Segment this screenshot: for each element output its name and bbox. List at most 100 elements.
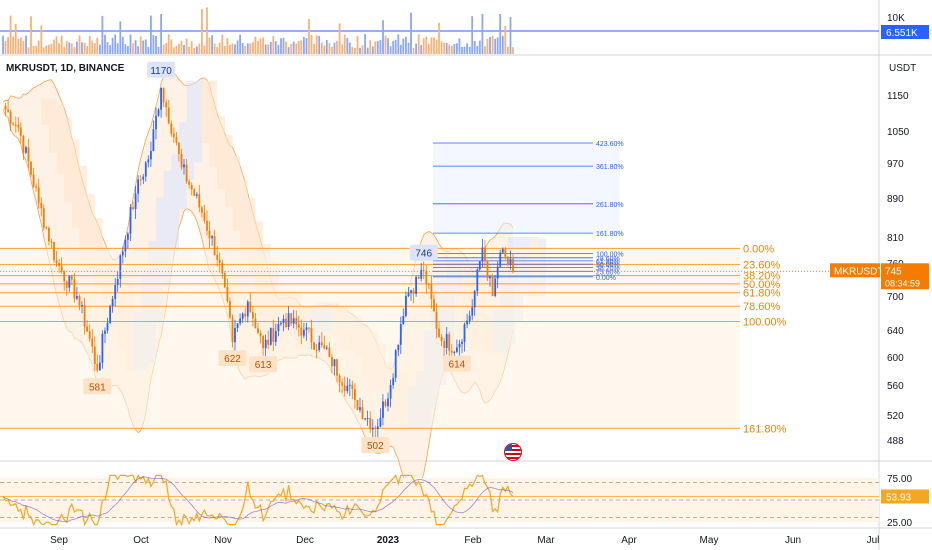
volume-bar	[491, 35, 494, 54]
candle-body	[389, 385, 392, 399]
candle-body	[323, 345, 326, 349]
candle-body	[422, 269, 425, 271]
candle-body	[221, 263, 224, 274]
volume-bar	[70, 43, 73, 54]
volume-bar	[229, 44, 231, 54]
candle-body	[277, 323, 280, 332]
candle-body	[430, 284, 433, 299]
candle-body	[468, 315, 471, 321]
candle-body	[124, 239, 127, 252]
cloud-block	[201, 80, 210, 143]
candle-body	[382, 401, 384, 418]
candle-body	[489, 276, 491, 279]
volume-bar	[32, 45, 35, 54]
cloud-block	[48, 98, 57, 153]
volume-bar	[397, 34, 400, 54]
candle-body	[348, 384, 351, 386]
candle-body	[172, 133, 175, 138]
volume-bar	[348, 42, 351, 54]
candle-body	[384, 401, 387, 407]
candle-body	[341, 382, 344, 386]
fib-extension-label: 161.80%	[596, 231, 624, 238]
volume-bar	[361, 45, 364, 54]
candle-body	[435, 311, 438, 329]
volume-bar	[486, 38, 489, 54]
volume-bar	[157, 46, 160, 54]
volume-bar	[17, 38, 20, 54]
volume-bar	[231, 43, 234, 54]
volume-bar	[392, 40, 395, 54]
candle-body	[223, 273, 226, 288]
annotation-label: 614	[449, 360, 466, 371]
volume-bar	[412, 48, 415, 54]
candle-body	[379, 417, 382, 427]
candle-body	[137, 179, 139, 194]
volume-bar	[448, 44, 451, 54]
volume-bar	[463, 46, 466, 54]
time-tick-label: Oct	[133, 535, 149, 546]
candle-body	[139, 179, 142, 181]
fibonacci-levels[interactable]: 0.00%23.60%38.20%50.00%61.80%78.60%100.0…	[0, 141, 787, 435]
candle-body	[246, 301, 249, 317]
volume-bar	[254, 36, 257, 54]
fib-extension-label: 361.80%	[596, 164, 624, 171]
volume-bar	[150, 15, 152, 55]
candle-body	[412, 290, 415, 294]
cloud-block	[209, 80, 218, 168]
volume-bar	[438, 22, 440, 54]
candle-body	[188, 181, 190, 185]
volume-bar	[305, 38, 308, 54]
candle-body	[440, 336, 443, 341]
candle-body	[99, 362, 101, 371]
price-tick-label: 1050	[887, 127, 910, 138]
volume-bar	[124, 44, 127, 54]
fib-extension-label: 0.00%	[596, 275, 616, 282]
candle-body	[410, 290, 412, 293]
candle-body	[68, 275, 71, 288]
volume-bar	[478, 40, 481, 54]
volume-bar	[40, 25, 43, 54]
volume-bar	[417, 34, 420, 54]
volume-bar	[165, 43, 168, 54]
us-flag-icon[interactable]	[504, 443, 522, 461]
volume-bar	[53, 39, 55, 54]
price-tick-label: 700	[887, 292, 904, 303]
candle-body	[109, 306, 111, 323]
volume-bar	[244, 46, 247, 54]
candle-body	[7, 109, 9, 112]
candle-body	[180, 153, 183, 168]
price-tick-label: 970	[887, 159, 904, 170]
volume-bar	[137, 46, 139, 54]
candle-body	[402, 316, 405, 325]
fib-level-label: 161.80%	[743, 423, 787, 435]
candle-body	[116, 279, 119, 285]
candle-body	[63, 271, 66, 282]
volume-bar	[389, 46, 392, 54]
volume-bar	[407, 42, 410, 54]
volume-bar	[277, 44, 280, 54]
volume-bar	[76, 41, 78, 54]
candle-body	[170, 123, 173, 134]
volume-bar	[104, 34, 106, 54]
candle-body	[183, 164, 185, 168]
candle-body	[178, 142, 180, 154]
annotation-box	[249, 356, 278, 373]
rsi-ma-line	[2, 476, 514, 523]
volume-bar	[175, 45, 178, 54]
volume-bar	[259, 38, 262, 54]
rsi-tick-label: 25.00	[887, 518, 912, 529]
volume-bar	[58, 43, 60, 54]
candle-body	[76, 296, 78, 299]
candle-body	[147, 159, 150, 163]
volume-bar	[303, 37, 305, 54]
candle-body	[48, 228, 50, 242]
candle-body	[53, 242, 55, 261]
candle-body	[445, 334, 448, 348]
volume-bar	[440, 41, 443, 54]
candle-body	[338, 375, 341, 383]
candlestick-series	[4, 87, 514, 439]
volume-bar	[2, 35, 4, 54]
candle-body	[351, 384, 354, 390]
volume-bar	[453, 44, 456, 54]
